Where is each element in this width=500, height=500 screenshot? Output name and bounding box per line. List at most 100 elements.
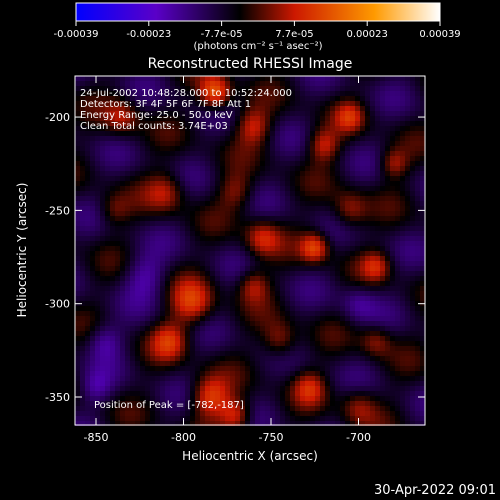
heatmap-cell [160,321,165,326]
heatmap-cell [115,336,120,341]
heatmap-cell [110,281,115,286]
heatmap-cell [250,406,255,411]
heatmap-cell [290,181,295,186]
heatmap-cell [145,156,150,161]
heatmap-cell [120,336,125,341]
heatmap-cell [205,296,210,301]
heatmap-cell [340,126,345,131]
heatmap-cell [220,131,225,136]
heatmap-cell [145,346,150,351]
heatmap-cell [410,401,415,406]
heatmap-cell [125,86,130,91]
heatmap-cell [415,416,420,421]
heatmap-cell [370,316,375,321]
heatmap-cell [320,166,325,171]
heatmap-cell [315,316,320,321]
heatmap-cell [345,276,350,281]
heatmap-cell [200,291,205,296]
heatmap-cell [400,146,405,151]
heatmap-cell [290,201,295,206]
heatmap-cell [385,151,390,156]
heatmap-cell [285,191,290,196]
heatmap-cell [155,86,160,91]
heatmap-cell [75,86,80,91]
heatmap-cell [315,361,320,366]
heatmap-cell [320,341,325,346]
heatmap-cell [350,251,355,256]
heatmap-cell [310,106,315,111]
heatmap-cell [125,296,130,301]
heatmap-cell [175,266,180,271]
heatmap-cell [205,141,210,146]
heatmap-cell [260,396,265,401]
heatmap-cell [340,231,345,236]
heatmap-cell [280,406,285,411]
heatmap-cell [315,346,320,351]
heatmap-cell [390,181,395,186]
heatmap-cell [320,106,325,111]
heatmap-cell [120,161,125,166]
heatmap-cell [330,356,335,361]
heatmap-cell [315,141,320,146]
heatmap-cell [220,91,225,96]
heatmap-cell [365,126,370,131]
heatmap-cell [285,301,290,306]
heatmap-cell [220,101,225,106]
heatmap-cell [90,306,95,311]
heatmap-cell [375,126,380,131]
heatmap-cell [270,181,275,186]
heatmap-cell [215,346,220,351]
heatmap-cell [365,181,370,186]
heatmap-cell [315,351,320,356]
heatmap-cell [280,226,285,231]
heatmap-cell [395,401,400,406]
heatmap-cell [165,241,170,246]
heatmap-cell [220,356,225,361]
heatmap-cell [385,246,390,251]
heatmap-cell [330,386,335,391]
heatmap-cell [355,256,360,261]
heatmap-cell [130,366,135,371]
heatmap-cell [295,181,300,186]
heatmap-cell [230,256,235,261]
heatmap-cell [330,411,335,416]
heatmap-cell [120,81,125,86]
heatmap-cell [250,331,255,336]
heatmap-cell [395,356,400,361]
heatmap-cell [210,281,215,286]
heatmap-cell [190,206,195,211]
heatmap-cell [75,116,80,121]
heatmap-cell [80,236,85,241]
heatmap-cell [130,151,135,156]
heatmap-cell [110,336,115,341]
heatmap-cell [120,411,125,416]
heatmap-cell [150,356,155,361]
heatmap-cell [100,331,105,336]
heatmap-cell [235,196,240,201]
heatmap-cell [145,316,150,321]
heatmap-cell [85,141,90,146]
heatmap-cell [350,356,355,361]
heatmap-cell [90,141,95,146]
heatmap-cell [90,256,95,261]
heatmap-cell [190,301,195,306]
heatmap-cell [95,396,100,401]
heatmap-cell [95,91,100,96]
heatmap-cell [135,401,140,406]
heatmap-cell [165,191,170,196]
heatmap-cell [255,151,260,156]
heatmap-cell [325,361,330,366]
heatmap-cell [230,421,235,426]
heatmap-cell [220,331,225,336]
heatmap-cell [100,126,105,131]
heatmap-cell [240,206,245,211]
heatmap-cell [290,196,295,201]
heatmap-cell [295,201,300,206]
heatmap-cell [390,331,395,336]
heatmap-cell [345,321,350,326]
heatmap-cell [200,206,205,211]
heatmap-cell [380,121,385,126]
heatmap-cell [315,91,320,96]
heatmap-cell [375,396,380,401]
heatmap-cell [405,171,410,176]
